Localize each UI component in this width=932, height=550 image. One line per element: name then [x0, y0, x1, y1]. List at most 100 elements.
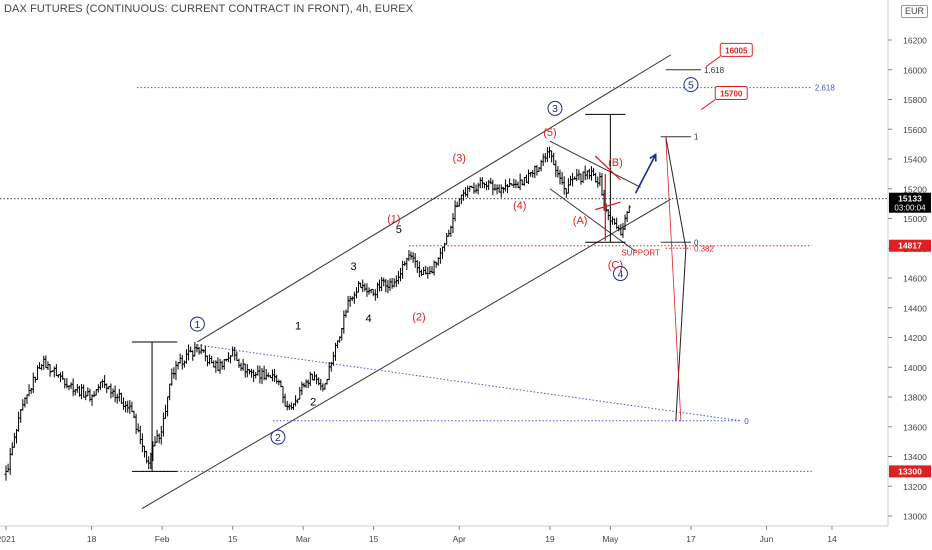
ohlc-bar [327, 361, 331, 381]
ohlc-bar [186, 344, 191, 361]
ohlc-bar [386, 279, 390, 294]
ohlc-bar [495, 184, 499, 195]
y-tick-label: 13800 [903, 393, 927, 403]
ohlc-bar [434, 261, 438, 268]
y-tick-label: 14000 [903, 363, 927, 373]
ohlc-bar [610, 216, 615, 225]
ohlc-bar [415, 260, 419, 274]
ohlc-bar [499, 184, 503, 198]
ohlc-bar [6, 463, 10, 473]
ohlc-bar [352, 291, 356, 304]
ohlc-bar [568, 175, 573, 186]
level-label: 2.618 [815, 84, 836, 93]
y-tick-label: 13400 [903, 452, 927, 462]
ohlc-bar [598, 172, 602, 187]
ohlc-bar [134, 413, 138, 435]
ohlc-bar [606, 208, 610, 221]
ohlc-bar [231, 346, 235, 357]
trend-line [549, 140, 641, 188]
ohlc-bar [621, 223, 625, 238]
ohlc-bar [394, 275, 398, 288]
target-callout-pointer [705, 56, 721, 67]
y-tick-label: 14600 [903, 274, 927, 284]
ohlc-bar [501, 186, 505, 194]
wave-label: (C) [608, 260, 623, 272]
ohlc-bar [432, 260, 436, 276]
ohlc-bar [100, 379, 105, 388]
ohlc-bar [205, 355, 210, 367]
ohlc-bar [453, 200, 457, 222]
ohlc-bar [321, 383, 325, 392]
wave-label: (4) [513, 200, 526, 212]
trend-line [549, 188, 636, 252]
ohlc-bar [428, 266, 432, 275]
ohlc-bar [140, 433, 145, 453]
ohlc-bar [405, 257, 409, 271]
level-label: 0 [694, 238, 699, 247]
ohlc-bar [522, 177, 526, 186]
ohlc-bar [275, 374, 279, 384]
ohlc-bar [526, 169, 531, 185]
ohlc-bar [117, 388, 121, 402]
ohlc-bar [487, 179, 491, 190]
target-callout-text: 16005 [725, 46, 748, 55]
ohlc-bar [226, 352, 231, 363]
wave-label: 3 [552, 103, 558, 115]
currency-badge[interactable]: EUR [901, 5, 929, 18]
ohlc-bar [103, 375, 107, 389]
wave-circle [547, 100, 563, 116]
ohlc-bar [346, 295, 350, 313]
x-tick-label: Feb [155, 534, 170, 544]
wave-label: 1 [295, 321, 301, 333]
ohlc-bar [398, 267, 403, 282]
ohlc-bar [596, 176, 600, 188]
ohlc-bar [545, 147, 550, 163]
ohlc-bar [54, 364, 58, 377]
price-tag-label: 15133 [898, 194, 922, 204]
ohlc-bar [247, 369, 252, 375]
ohlc-bar [237, 358, 241, 368]
x-tick-label: 15 [369, 534, 379, 544]
price-tag-timer: 03:00:04 [894, 204, 926, 213]
ohlc-bar [222, 359, 226, 370]
wave-label: 2 [275, 432, 281, 444]
ohlc-bar [249, 368, 254, 378]
y-tick-label: 15000 [903, 214, 927, 224]
ohlc-bar [310, 373, 314, 381]
ohlc-bar [174, 360, 178, 381]
x-tick-label: Apr [453, 534, 466, 544]
ohlc-bar [113, 385, 117, 403]
ohlc-bar [627, 205, 631, 213]
ohlc-bar [96, 384, 100, 393]
ohlc-bar [354, 287, 359, 299]
target-callout-pointer [700, 99, 716, 110]
ohlc-bar [245, 364, 249, 378]
wave-label: 4 [618, 268, 624, 280]
ohlc-bar [172, 367, 176, 379]
ohlc-bar [161, 412, 165, 437]
x-tick-label: 19 [545, 534, 555, 544]
ohlc-bar [193, 342, 197, 357]
ohlc-bar [124, 401, 128, 413]
x-tick-label: May [602, 534, 619, 544]
ohlc-bar [285, 400, 289, 411]
ohlc-bar [570, 172, 575, 187]
ohlc-bar [342, 310, 346, 334]
ohlc-bar [541, 153, 545, 167]
wave-circle [270, 429, 286, 445]
ohlc-bar [218, 358, 222, 374]
ohlc-bar [182, 360, 186, 368]
level-label: 1 [694, 133, 699, 142]
wave-circle [189, 316, 205, 332]
ohlc-bar [63, 378, 67, 389]
ohlc-bar [445, 232, 449, 245]
ohlc-bar [421, 266, 426, 276]
level-label: 0.382 [694, 244, 715, 253]
ohlc-bar [176, 362, 180, 370]
ohlc-bar [518, 173, 522, 191]
chart-title: DAX FUTURES (CONTINUOUS: CURRENT CONTRAC… [4, 3, 413, 15]
wave-label: 5 [688, 79, 694, 91]
ohlc-bar [71, 378, 75, 397]
ohlc-bar [180, 355, 184, 370]
